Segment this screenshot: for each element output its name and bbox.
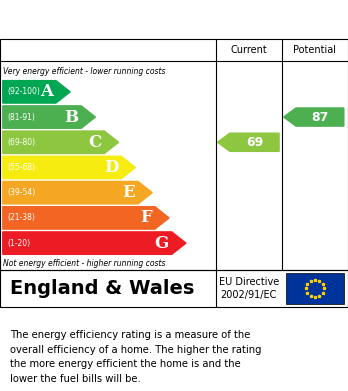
Text: G: G — [155, 235, 169, 252]
Text: EU Directive
2002/91/EC: EU Directive 2002/91/EC — [219, 277, 279, 300]
Text: (69-80): (69-80) — [7, 138, 35, 147]
Text: F: F — [140, 210, 152, 226]
Text: Potential: Potential — [293, 45, 337, 55]
Text: A: A — [40, 83, 53, 100]
Text: D: D — [104, 159, 118, 176]
Text: Not energy efficient - higher running costs: Not energy efficient - higher running co… — [3, 259, 166, 268]
Polygon shape — [3, 131, 119, 154]
Text: (92-100): (92-100) — [7, 87, 40, 96]
Polygon shape — [3, 207, 169, 229]
Polygon shape — [284, 108, 344, 126]
Text: Energy Efficiency Rating: Energy Efficiency Rating — [10, 11, 239, 29]
Bar — [286, 273, 344, 304]
Text: C: C — [88, 134, 102, 151]
Polygon shape — [3, 181, 152, 204]
Text: (1-20): (1-20) — [7, 239, 30, 248]
Text: Current: Current — [230, 45, 267, 55]
Polygon shape — [3, 232, 186, 254]
Polygon shape — [3, 106, 95, 128]
Polygon shape — [3, 156, 135, 179]
Polygon shape — [3, 81, 70, 103]
Text: E: E — [122, 184, 135, 201]
Polygon shape — [218, 133, 279, 151]
Text: (55-68): (55-68) — [7, 163, 35, 172]
Text: B: B — [64, 109, 78, 126]
Text: (39-54): (39-54) — [7, 188, 35, 197]
Text: The energy efficiency rating is a measure of the
overall efficiency of a home. T: The energy efficiency rating is a measur… — [10, 330, 262, 384]
Text: 69: 69 — [246, 136, 263, 149]
Text: 87: 87 — [311, 111, 329, 124]
Text: (81-91): (81-91) — [7, 113, 35, 122]
Text: (21-38): (21-38) — [7, 213, 35, 222]
Text: England & Wales: England & Wales — [10, 279, 195, 298]
Text: Very energy efficient - lower running costs: Very energy efficient - lower running co… — [3, 67, 166, 76]
